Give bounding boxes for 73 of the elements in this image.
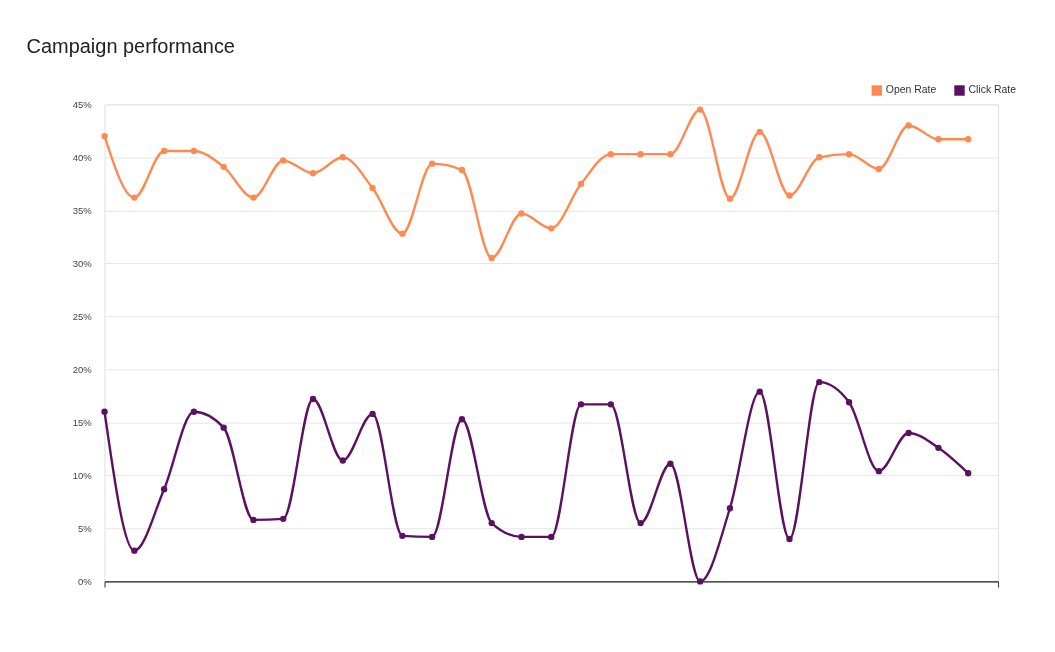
chart-title: Campaign performance	[26, 34, 235, 57]
point	[577, 180, 585, 187]
point	[696, 578, 704, 585]
point	[518, 210, 525, 217]
point	[935, 444, 942, 452]
y-tick-label: 0%	[77, 575, 93, 587]
point	[399, 230, 406, 237]
point	[548, 533, 555, 541]
y-tick-label: 30%	[72, 257, 93, 269]
point	[250, 516, 257, 524]
point	[160, 486, 168, 493]
point	[428, 533, 436, 541]
point	[250, 194, 257, 201]
y-tick-label: 45%	[72, 98, 93, 110]
point	[667, 150, 674, 158]
point	[756, 388, 763, 395]
legend-label: Open Rate	[885, 84, 937, 96]
point	[875, 467, 883, 475]
point	[131, 547, 138, 554]
point	[875, 165, 883, 173]
point	[845, 150, 853, 158]
legend-label: Click Rate	[968, 84, 1017, 96]
y-tick-label: 10%	[72, 469, 93, 481]
point	[399, 532, 406, 540]
point	[905, 122, 912, 129]
point	[428, 160, 436, 167]
point	[369, 184, 376, 192]
point	[726, 195, 734, 202]
point	[637, 150, 644, 158]
point	[965, 136, 972, 143]
point	[816, 154, 823, 161]
point	[458, 416, 466, 423]
point	[309, 170, 317, 177]
point	[816, 378, 823, 386]
point	[339, 457, 346, 464]
point	[369, 410, 376, 418]
point	[667, 460, 674, 467]
y-tick-label: 5%	[77, 522, 93, 534]
point	[101, 408, 108, 415]
point	[101, 132, 108, 140]
y-tick-label: 15%	[72, 416, 93, 428]
y-tick-label: 20%	[72, 363, 93, 375]
point	[160, 147, 168, 155]
point	[339, 154, 346, 161]
point	[607, 401, 615, 408]
point	[756, 128, 763, 136]
point	[935, 136, 942, 143]
point	[220, 424, 227, 431]
point	[696, 106, 704, 113]
point	[280, 157, 287, 164]
point	[607, 150, 615, 158]
point	[190, 147, 198, 155]
point	[786, 192, 793, 199]
point	[518, 533, 525, 541]
point	[786, 535, 793, 543]
point	[220, 163, 227, 171]
point	[309, 395, 317, 403]
point	[488, 519, 495, 527]
point	[548, 225, 555, 232]
point	[190, 408, 198, 415]
y-tick-label: 40%	[72, 151, 93, 163]
point	[131, 194, 138, 201]
point	[845, 399, 853, 406]
y-tick-label: 25%	[72, 310, 93, 322]
point	[458, 166, 466, 174]
point	[280, 515, 287, 523]
y-tick-label: 35%	[72, 204, 93, 216]
point	[577, 401, 585, 408]
point	[488, 254, 495, 262]
point	[965, 470, 972, 477]
point	[726, 505, 734, 512]
point	[637, 519, 644, 527]
point	[905, 429, 912, 437]
